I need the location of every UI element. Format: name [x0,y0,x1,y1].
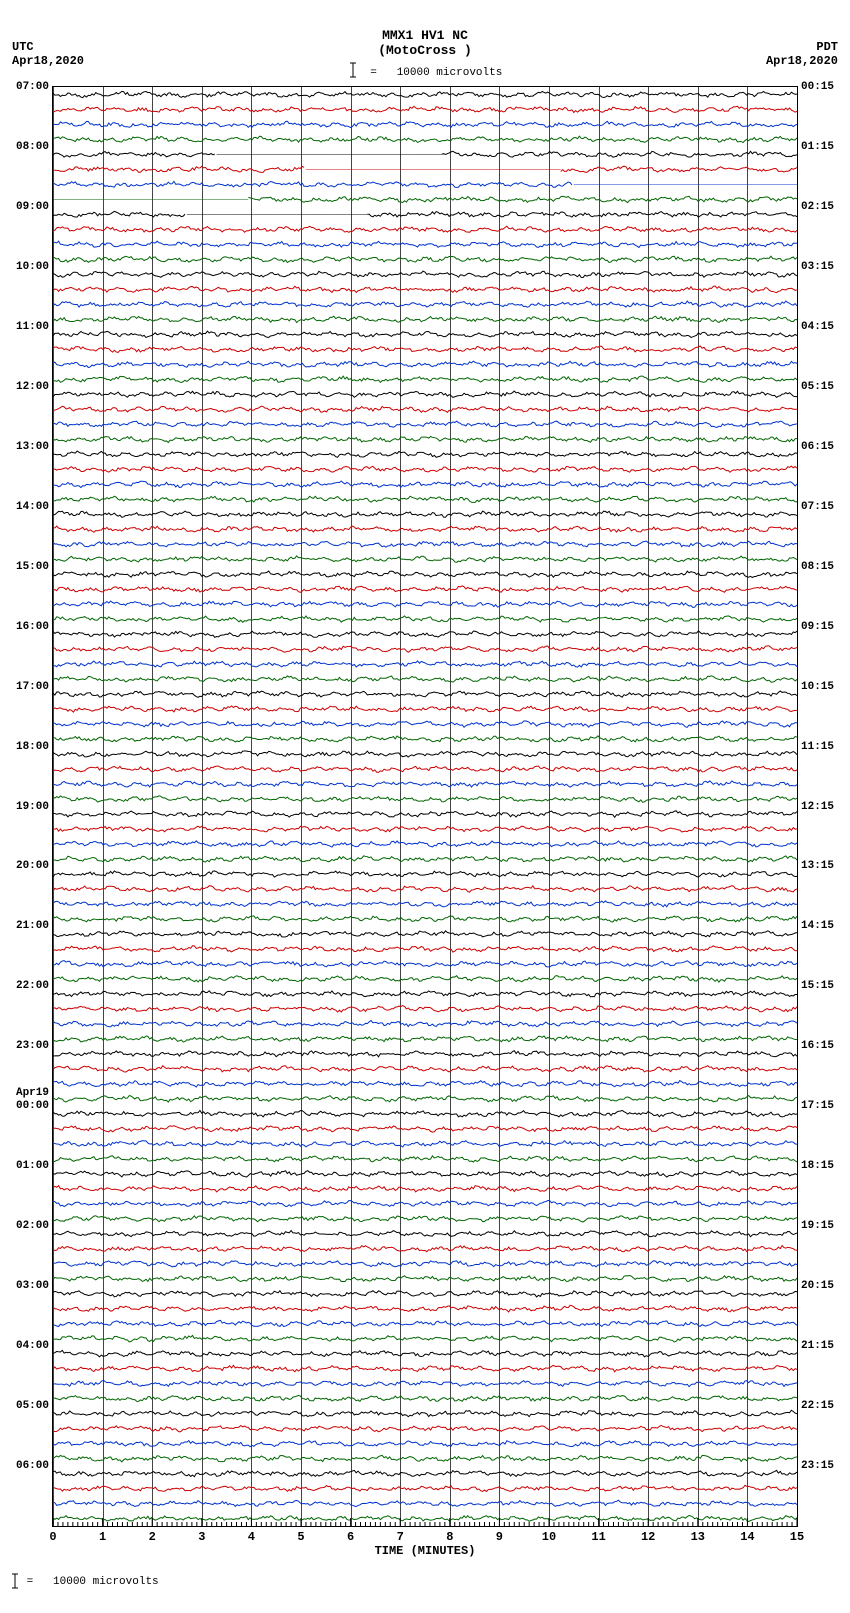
utc-hour-label: 01:00 [16,1160,53,1172]
scale-bar-icon [348,62,358,82]
pdt-hour-label: 06:15 [797,441,834,453]
x-tick-label: 3 [198,1530,205,1544]
utc-hour-label: 04:00 [16,1340,53,1352]
x-tick-label: 0 [49,1530,56,1544]
x-tick-label: 6 [347,1530,354,1544]
footer-scale-value: 10000 microvolts [53,1576,159,1588]
pdt-hour-label: 08:15 [797,561,834,573]
title-line2: (MotoCross ) [0,43,850,58]
seismogram-canvas [53,87,797,1526]
utc-hour-label: 11:00 [16,321,53,333]
utc-hour-label: 14:00 [16,501,53,513]
x-axis-title: TIME (MINUTES) [53,1544,797,1558]
seismogram-page: UTC Apr18,2020 PDT Apr18,2020 MMX1 HV1 N… [0,0,850,1613]
title-line1: MMX1 HV1 NC [0,28,850,43]
scale-legend: = 10000 microvolts [0,62,850,82]
pdt-hour-label: 20:15 [797,1280,834,1292]
utc-hour-label: 22:00 [16,980,53,992]
utc-hour-label: 05:00 [16,1400,53,1412]
utc-hour-label: 00:00 [16,1100,53,1112]
x-tick-label: 10 [542,1530,556,1544]
utc-hour-label: 21:00 [16,920,53,932]
pdt-hour-label: 19:15 [797,1220,834,1232]
utc-hour-label: 02:00 [16,1220,53,1232]
pdt-hour-label: 05:15 [797,381,834,393]
utc-hour-label: 03:00 [16,1280,53,1292]
x-tick-label: 5 [297,1530,304,1544]
utc-hour-label: 23:00 [16,1040,53,1052]
x-tick-label: 14 [740,1530,754,1544]
pdt-hour-label: 18:15 [797,1160,834,1172]
pdt-hour-label: 01:15 [797,141,834,153]
pdt-hour-label: 07:15 [797,501,834,513]
plot-area: 07:0000:1508:0001:1509:0002:1510:0003:15… [52,86,798,1527]
midnight-date-label: Apr19 [16,1088,53,1099]
x-tick-label: 8 [446,1530,453,1544]
scale-equals: = [370,67,390,79]
scale-value: 10000 microvolts [397,67,503,79]
pdt-hour-label: 02:15 [797,201,834,213]
pdt-hour-label: 13:15 [797,860,834,872]
utc-hour-label: 06:00 [16,1460,53,1472]
pdt-hour-label: 12:15 [797,801,834,813]
utc-hour-label: 20:00 [16,860,53,872]
utc-hour-label: 10:00 [16,261,53,273]
x-tick-label: 11 [591,1530,605,1544]
utc-hour-label: 15:00 [16,561,53,573]
utc-hour-label: 19:00 [16,801,53,813]
x-tick-label: 1 [99,1530,106,1544]
x-tick-label: 4 [248,1530,255,1544]
pdt-hour-label: 21:15 [797,1340,834,1352]
x-tick-label: 12 [641,1530,655,1544]
x-tick-label: 15 [790,1530,804,1544]
footer-scale-legend: = 10000 microvolts [10,1573,159,1589]
pdt-hour-label: 04:15 [797,321,834,333]
utc-hour-label: 09:00 [16,201,53,213]
utc-hour-label: 08:00 [16,141,53,153]
utc-hour-label: 18:00 [16,741,53,753]
pdt-hour-label: 17:15 [797,1100,834,1112]
x-tick-label: 9 [496,1530,503,1544]
pdt-hour-label: 00:15 [797,81,834,93]
pdt-hour-label: 15:15 [797,980,834,992]
pdt-hour-label: 09:15 [797,621,834,633]
utc-hour-label: 13:00 [16,441,53,453]
utc-hour-label: 16:00 [16,621,53,633]
x-axis: TIME (MINUTES) 0123456789101112131415 [53,1526,797,1558]
utc-hour-label: 17:00 [16,681,53,693]
pdt-hour-label: 03:15 [797,261,834,273]
pdt-hour-label: 23:15 [797,1460,834,1472]
utc-hour-label: 12:00 [16,381,53,393]
pdt-hour-label: 11:15 [797,741,834,753]
pdt-hour-label: 10:15 [797,681,834,693]
chart-title: MMX1 HV1 NC (MotoCross ) [0,28,850,58]
x-tick-label: 2 [149,1530,156,1544]
pdt-hour-label: 22:15 [797,1400,834,1412]
x-tick-label: 13 [691,1530,705,1544]
utc-hour-label: 07:00 [16,81,53,93]
x-tick-label: 7 [397,1530,404,1544]
pdt-hour-label: 14:15 [797,920,834,932]
pdt-hour-label: 16:15 [797,1040,834,1052]
